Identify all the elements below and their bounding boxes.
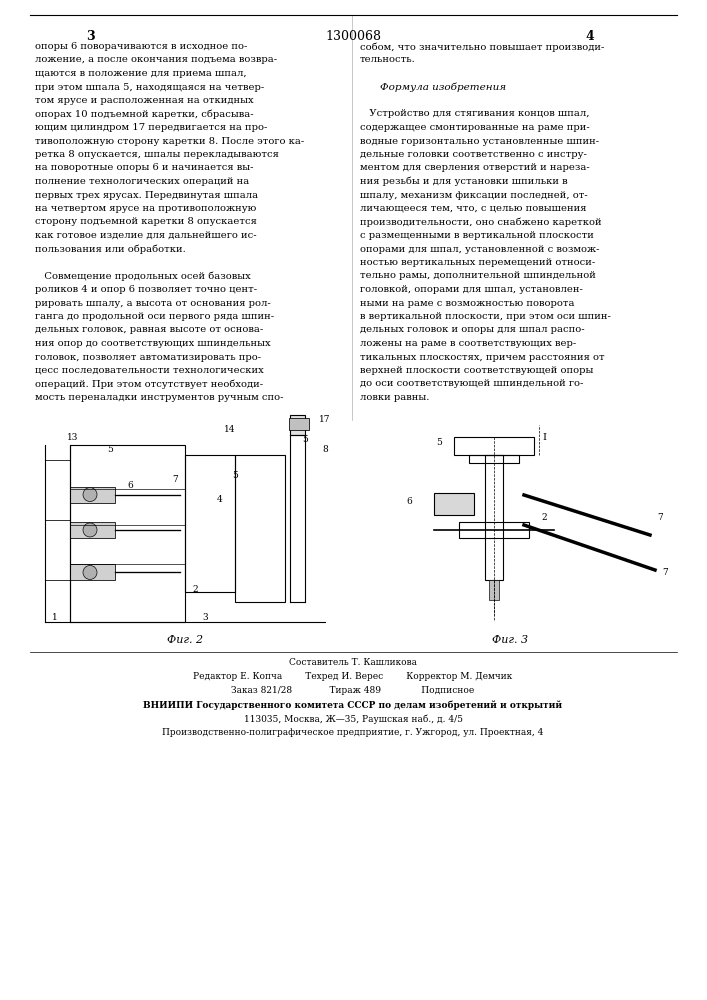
Text: головкой, опорами для шпал, установлен-: головкой, опорами для шпал, установлен- [360, 285, 583, 294]
Text: 5: 5 [232, 471, 238, 480]
Text: Фиг. 2: Фиг. 2 [167, 635, 203, 645]
Text: производительности, оно снабжено кареткой: производительности, оно снабжено каретко… [360, 218, 602, 227]
Text: на четвертом ярусе на противоположную: на четвертом ярусе на противоположную [35, 204, 257, 213]
Text: 5: 5 [436, 438, 442, 447]
Text: до оси соответствующей шпиндельной го-: до оси соответствующей шпиндельной го- [360, 379, 583, 388]
Bar [70, 445, 185, 622]
Text: полнение технологических операций на: полнение технологических операций на [35, 177, 250, 186]
Text: в вертикальной плоскости, при этом оси шпин-: в вертикальной плоскости, при этом оси ш… [360, 312, 611, 321]
Bar [454, 437, 534, 455]
Text: опоры 6 поворачиваются в исходное по-: опоры 6 поворачиваются в исходное по- [35, 42, 247, 51]
Bar [485, 455, 503, 580]
Text: цесс последовательности технологических: цесс последовательности технологических [35, 366, 264, 375]
Text: щаются в положение для приема шпал,: щаются в положение для приема шпал, [35, 69, 247, 78]
Text: на поворотные опоры 6 и начинается вы-: на поворотные опоры 6 и начинается вы- [35, 163, 254, 172]
Text: как готовое изделие для дальнейшего ис-: как готовое изделие для дальнейшего ис- [35, 231, 257, 240]
Text: тивоположную сторону каретки 8. После этого ка-: тивоположную сторону каретки 8. После эт… [35, 136, 304, 145]
Text: 4: 4 [217, 495, 223, 504]
Text: 8: 8 [322, 446, 328, 454]
Bar [70, 564, 115, 580]
Text: Совмещение продольных осей базовых: Совмещение продольных осей базовых [35, 271, 251, 281]
Text: 13: 13 [67, 432, 78, 442]
Text: пользования или обработки.: пользования или обработки. [35, 244, 186, 254]
Bar [185, 455, 235, 592]
Text: Заказ 821/28             Тираж 489              Подписное: Заказ 821/28 Тираж 489 Подписное [231, 686, 474, 695]
Circle shape [83, 488, 97, 502]
Text: 6: 6 [406, 497, 412, 506]
Bar [489, 580, 499, 600]
Text: рировать шпалу, а высота от основания рол-: рировать шпалу, а высота от основания ро… [35, 298, 271, 308]
Text: ложены на раме в соответствующих вер-: ложены на раме в соответствующих вер- [360, 339, 576, 348]
Text: 14: 14 [224, 426, 235, 434]
Text: 2: 2 [541, 513, 547, 522]
Bar [70, 487, 115, 503]
Text: шпалу, механизм фиксации последней, от-: шпалу, механизм фиксации последней, от- [360, 190, 588, 200]
Text: том ярусе и расположенная на откидных: том ярусе и расположенная на откидных [35, 96, 254, 105]
Text: 3: 3 [202, 613, 208, 622]
Text: ложение, а после окончания подъема возвра-: ложение, а после окончания подъема возвр… [35, 55, 277, 64]
Text: опорами для шпал, установленной с возмож-: опорами для шпал, установленной с возмож… [360, 244, 600, 253]
Text: дельных головок, равная высоте от основа-: дельных головок, равная высоте от основа… [35, 326, 263, 334]
Circle shape [83, 523, 97, 537]
Text: опорах 10 подъемной каретки, сбрасыва-: опорах 10 подъемной каретки, сбрасыва- [35, 109, 254, 119]
Text: дельных головок и опоры для шпал распо-: дельных головок и опоры для шпал распо- [360, 326, 585, 334]
Text: ментом для сверления отверстий и нареза-: ментом для сверления отверстий и нареза- [360, 163, 590, 172]
Text: 1: 1 [52, 613, 58, 622]
Text: 4: 4 [585, 30, 595, 43]
Text: водные горизонтально установленные шпин-: водные горизонтально установленные шпин- [360, 136, 599, 145]
Text: Устройство для стягивания концов шпал,: Устройство для стягивания концов шпал, [360, 109, 590, 118]
Bar [434, 493, 474, 515]
Text: 7: 7 [657, 513, 663, 522]
Text: ющим цилиндром 17 передвигается на про-: ющим цилиндром 17 передвигается на про- [35, 123, 267, 132]
Text: 113035, Москва, Ж—35, Раушская наб., д. 4/5: 113035, Москва, Ж—35, Раушская наб., д. … [243, 714, 462, 724]
Text: 7: 7 [662, 568, 668, 577]
Text: ловки равны.: ловки равны. [360, 393, 429, 402]
Text: Фиг. 3: Фиг. 3 [492, 635, 528, 645]
Circle shape [83, 565, 97, 579]
Text: верхней плоскости соответствующей опоры: верхней плоскости соответствующей опоры [360, 366, 593, 375]
Text: сторону подъемной каретки 8 опускается: сторону подъемной каретки 8 опускается [35, 218, 257, 227]
Bar [459, 522, 529, 538]
Text: 2: 2 [192, 585, 198, 594]
Bar [469, 455, 519, 463]
Text: 5: 5 [302, 436, 308, 444]
Text: 5: 5 [107, 446, 113, 454]
Text: ретка 8 опускается, шпалы перекладываются: ретка 8 опускается, шпалы перекладываютс… [35, 150, 279, 159]
Bar [289, 418, 309, 430]
Text: 17: 17 [320, 416, 331, 424]
Text: Составитель Т. Кашликова: Составитель Т. Кашликова [289, 658, 417, 667]
Text: Формула изобретения: Формула изобретения [380, 83, 506, 92]
Text: при этом шпала 5, находящаяся на четвер-: при этом шпала 5, находящаяся на четвер- [35, 83, 264, 92]
Text: 3: 3 [86, 30, 94, 43]
Text: личающееся тем, что, с целью повышения: личающееся тем, что, с целью повышения [360, 204, 587, 213]
Text: головок, позволяет автоматизировать про-: головок, позволяет автоматизировать про- [35, 353, 261, 361]
Text: содержащее смонтированные на раме при-: содержащее смонтированные на раме при- [360, 123, 590, 132]
Text: ностью вертикальных перемещений относи-: ностью вертикальных перемещений относи- [360, 258, 595, 267]
Text: ганга до продольной оси первого ряда шпин-: ганга до продольной оси первого ряда шпи… [35, 312, 274, 321]
Text: с размещенными в вертикальной плоскости: с размещенными в вертикальной плоскости [360, 231, 594, 240]
Text: мость переналадки инструментов ручным спо-: мость переналадки инструментов ручным сп… [35, 393, 284, 402]
Text: тельность.: тельность. [360, 55, 416, 64]
Text: первых трех ярусах. Передвинутая шпала: первых трех ярусах. Передвинутая шпала [35, 190, 258, 200]
Text: дельные головки соответственно с инстру-: дельные головки соответственно с инстру- [360, 150, 587, 159]
Bar [235, 455, 285, 602]
Bar [70, 522, 115, 538]
Text: операций. При этом отсутствует необходи-: операций. При этом отсутствует необходи- [35, 379, 263, 389]
Text: тикальных плоскостях, причем расстояния от: тикальных плоскостях, причем расстояния … [360, 353, 604, 361]
Text: Редактор Е. Копча        Техред И. Верес        Корректор М. Демчик: Редактор Е. Копча Техред И. Верес Коррек… [194, 672, 513, 681]
Text: ными на раме с возможностью поворота: ными на раме с возможностью поворота [360, 298, 575, 308]
Text: ния опор до соответствующих шпиндельных: ния опор до соответствующих шпиндельных [35, 339, 271, 348]
Text: 7: 7 [172, 476, 178, 485]
Text: тельно рамы, дополнительной шпиндельной: тельно рамы, дополнительной шпиндельной [360, 271, 596, 280]
Text: роликов 4 и опор 6 позволяет точно цент-: роликов 4 и опор 6 позволяет точно цент- [35, 285, 257, 294]
Text: ВНИИПИ Государственного комитета СССР по делам изобретений и открытий: ВНИИПИ Государственного комитета СССР по… [144, 700, 563, 710]
Text: I: I [542, 433, 546, 442]
Text: 6: 6 [127, 481, 133, 489]
Text: Производственно-полиграфическое предприятие, г. Ужгород, ул. Проектная, 4: Производственно-полиграфическое предприя… [163, 728, 544, 737]
Bar [290, 415, 305, 435]
Text: собом, что значительно повышает производи-: собом, что значительно повышает производ… [360, 42, 604, 51]
Text: ния резьбы и для установки шпильки в: ния резьбы и для установки шпильки в [360, 177, 568, 186]
Text: 1300068: 1300068 [325, 30, 381, 43]
